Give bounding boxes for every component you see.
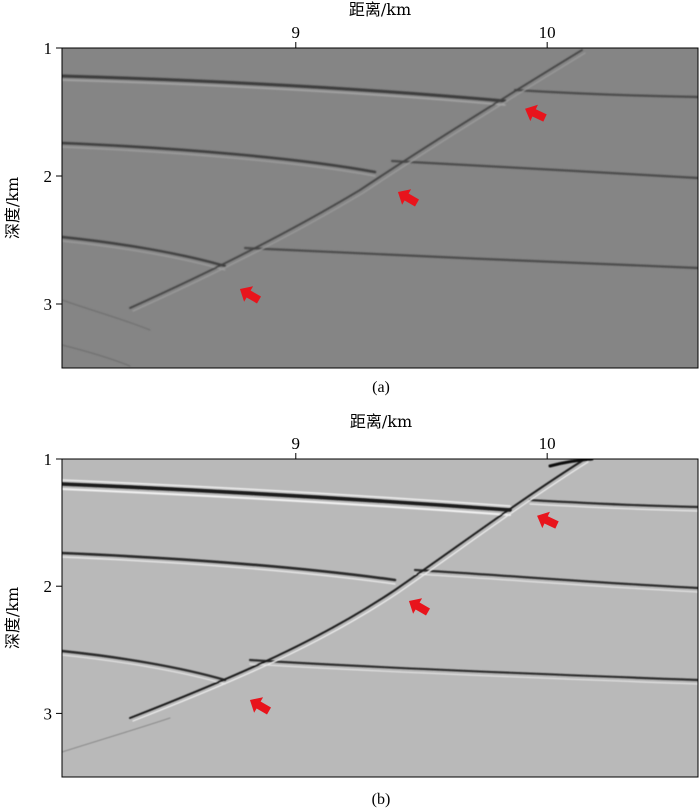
panel-a-y-tick-label: 3 xyxy=(44,295,53,314)
panel-a-caption: (a) xyxy=(372,379,390,396)
panel-b-reflectors xyxy=(62,459,698,753)
panel-a-x-axis-label: 距离/km xyxy=(349,0,411,19)
panel-b-y-axis-label: 深度/km xyxy=(3,587,22,649)
panel-b-y-tick-label: 1 xyxy=(44,450,53,469)
panel-a-x-tick-label: 9 xyxy=(292,23,301,42)
panel-a-seismic-image xyxy=(62,48,698,368)
panel-b-x-tick-label: 9 xyxy=(292,434,301,453)
panel-b-x-axis: 9 10 xyxy=(292,434,556,459)
panel-a-y-axis-label: 深度/km xyxy=(3,177,22,239)
panel-b-arrow-icon xyxy=(408,598,430,616)
panel-b-caption: (b) xyxy=(372,791,391,808)
panel-a-x-axis: 9 10 xyxy=(292,23,556,48)
panel-a-y-tick-label: 1 xyxy=(44,39,53,58)
panel-a-frame xyxy=(61,47,699,369)
panel-a-reflectors xyxy=(62,49,698,367)
panel-a: 9 10 1 2 3 距离/km 深度/km (a) xyxy=(3,0,699,396)
panel-b-arrow-icon xyxy=(249,697,271,715)
panel-b-seismic-image xyxy=(62,459,698,777)
panel-b-y-tick-label: 2 xyxy=(44,577,53,596)
panel-a-arrow-icon xyxy=(239,286,261,304)
panel-b-y-axis: 1 2 3 xyxy=(44,450,62,723)
panel-b-arrow-icon xyxy=(537,511,559,529)
panel-b-frame xyxy=(61,458,699,778)
panel-b-y-tick-label: 3 xyxy=(44,704,53,723)
panel-a-arrow-icon xyxy=(397,189,419,207)
panel-b: 9 10 1 2 3 距离/km 深度/km (b) xyxy=(3,412,699,808)
panel-a-y-axis: 1 2 3 xyxy=(44,39,62,314)
panel-a-arrow-icon xyxy=(525,104,547,122)
panel-a-x-tick-label: 10 xyxy=(539,23,556,42)
panel-b-x-tick-label: 10 xyxy=(539,434,556,453)
panel-a-y-tick-label: 2 xyxy=(44,167,53,186)
panel-b-x-axis-label: 距离/km xyxy=(350,412,412,431)
